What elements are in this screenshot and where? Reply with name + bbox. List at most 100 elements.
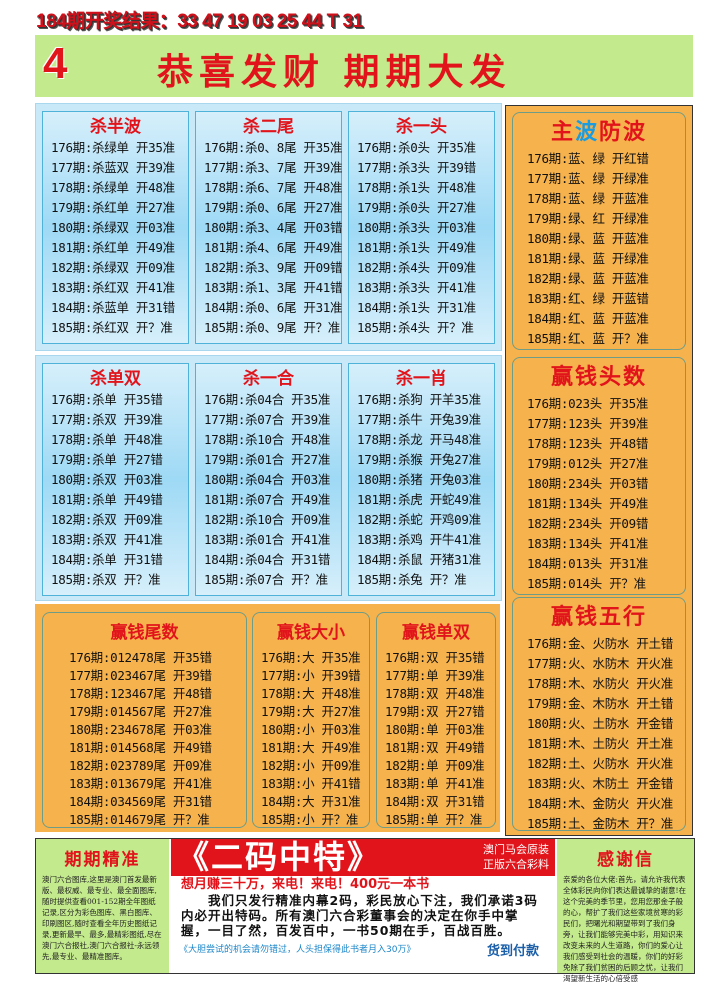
list-item: 182期:234头 开09错 [527,516,649,531]
list-item: 176期:杀0头 开35准 [357,140,476,155]
cash-on-delivery-label: 货到付款 [486,944,539,959]
win-size-panel: 赢钱大小 176期:大 开35准 177期:小 开39错 178期:大 开48准 179… [252,612,370,828]
list-item: 179期:金、木防水 开土错 [527,696,673,711]
right-column: 主波防波 176期:蓝、绿 开红错 177期:蓝、绿 开绿准 178期:蓝、绿 开蓝准… [505,105,693,836]
list-item: 183期:火、木防土 开金错 [527,776,673,791]
list-item: 183期:杀3头 开41准 [357,280,476,295]
list-item: 178期:杀10合 开48准 [204,432,331,447]
list-item: 185期:014头 开？准 [527,576,646,591]
list-item: 179期:杀0、6尾 开27准 [204,200,343,215]
list-item: 181期:杀1头 开49准 [357,240,476,255]
panel-title: 杀半波 [90,117,141,137]
list-item: 180期:杀3、4尾 开03错 [204,220,343,235]
ad-side-line2: 正版六合彩料 [483,858,549,871]
list-item: 176期:杀绿单 开35准 [51,140,175,155]
kill-panels-bottom: 杀单双 176期:杀单 开35错 177期:杀双 开39准 178期:杀单 开48准 1… [35,355,502,601]
list-item: 182期:土、火防水 开火准 [527,756,673,771]
win-tail-panel: 赢钱尾数 176期:012478尾 开35错 177期:023467尾 开39错 17… [42,612,247,828]
list-item: 185期:单 开？准 [385,812,483,827]
ad-side-line1: 澳门马会原装 [483,843,549,856]
thanks-letter-title: 感谢信 [597,850,654,870]
ad-red-line: 想月赚三十万，来电！来电！400元一本书 [181,877,430,892]
list-item: 185期:杀07合 开？准 [204,572,328,587]
list-item: 177期:杀07合 开39准 [204,412,331,427]
list-item: 184期:杀0、6尾 开31准 [204,300,343,315]
list-item: 182期:单 开09准 [385,758,485,773]
list-item: 182期:杀4头 开09准 [357,260,476,275]
list-item: 179期:双 开27错 [385,704,485,719]
list-item: 178期:杀1头 开48准 [357,180,476,195]
list-item: 185期:014679尾 开？准 [69,812,210,827]
list-item: 181期:杀虎 开蛇49准 [357,492,481,507]
list-item: 181期:杀4、6尾 开49准 [204,240,343,255]
list-item: 178期:123467尾 开48错 [69,686,212,701]
list-item: 176期:杀单 开35错 [51,392,163,407]
list-item: 184期:杀1头 开31准 [357,300,476,315]
list-item: 185期:土、金防木 开？准 [527,816,673,831]
list-item: 185期:小 开？准 [261,812,359,827]
list-item: 178期:杀龙 开马48准 [357,432,481,447]
draw-result-headline: 184期开奖结果：33 47 19 03 25 44 T 31 [36,11,363,32]
list-item: 183期:杀红双 开41准 [51,280,175,295]
precision-text: 澳门六合图库,这里是澳门首发最新版、最权威、最专业、最全面图库,随时提供查看00… [42,875,162,961]
list-item: 181期:杀红单 开49准 [51,240,175,255]
list-item: 180期:杀04合 开03准 [204,472,331,487]
list-item: 181期:木、土防火 开土准 [527,736,673,751]
list-item: 182期:绿、蓝 开蓝准 [527,271,649,286]
list-item: 181期:双 开49错 [385,740,485,755]
list-item: 179期:杀01合 开27准 [204,452,331,467]
list-item: 177期:023467尾 开39错 [69,668,212,683]
list-item: 184期:013头 开31准 [527,556,649,571]
list-item: 179期:杀红单 开27准 [51,200,175,215]
panel-title: 杀一肖 [396,369,447,389]
list-item: 183期:红、绿 开蓝错 [527,291,649,306]
list-item: 184期:双 开31错 [385,794,485,809]
list-item: 182期:小 开09准 [261,758,361,773]
list-item: 185期:红、蓝 开？准 [527,331,649,346]
kill-panel: 杀二尾 176期:杀0、8尾 开35准 177期:杀3、7尾 开39准 178期:杀6… [195,111,343,344]
list-item: 179期:绿、红 开绿准 [527,211,649,226]
panel-title: 主波防波 [513,113,685,149]
list-item: 180期:234678尾 开03准 [69,722,212,737]
list-item: 184期:红、蓝 开蓝准 [527,311,649,326]
list-item: 180期:杀3头 开03准 [357,220,476,235]
list-item: 177期:杀双 开39准 [51,412,163,427]
panel-title: 赢钱单双 [402,623,470,643]
list-item: 178期:蓝、绿 开蓝准 [527,191,649,206]
list-item: 184期:杀04合 开31错 [204,552,331,567]
bottom-section: 期期精准 澳门六合图库,这里是澳门首发最新版、最权威、最专业、最全面图库,随时提… [35,838,695,983]
win-five-elements-panel: 赢钱五行 176期:金、火防水 开土错 177期:火、水防木 开火准 178期:木、水… [512,597,686,831]
list-item: 185期:杀兔 开？准 [357,572,467,587]
kill-panel: 杀单双 176期:杀单 开35错 177期:杀双 开39准 178期:杀单 开48准 1… [42,363,189,596]
list-item: 184期:034569尾 开31错 [69,794,212,809]
list-item: 181期:绿、蓝 开绿准 [527,251,649,266]
list-item: 178期:杀6、7尾 开48准 [204,180,343,195]
list-item: 179期:杀猴 开兔27准 [357,452,481,467]
list-item: 178期:大 开48准 [261,686,361,701]
list-item: 176期:杀04合 开35准 [204,392,331,407]
list-item: 182期:杀蛇 开鸡09准 [357,512,481,527]
panel-title: 赢钱尾数 [110,623,179,643]
list-item: 183期:单 开41准 [385,776,485,791]
list-item: 185期:杀4头 开？准 [357,320,474,335]
panel-title: 杀一合 [243,369,294,389]
list-item: 176期:金、火防水 开土错 [527,636,673,651]
list-item: 180期:杀绿双 开03准 [51,220,175,235]
list-item: 177期:小 开39错 [261,668,361,683]
title-part: 防波 [599,120,648,145]
list-item: 177期:杀3、7尾 开39准 [204,160,343,175]
kill-panel: 杀一合 176期:杀04合 开35准 177期:杀07合 开39准 178期:杀10合… [195,363,342,596]
list-item: 182期:杀3、9尾 开09错 [204,260,343,275]
win-odd-even-panel: 赢钱单双 176期:双 开35错 177期:单 开39准 178期:双 开48准 179… [376,612,496,828]
list-item: 180期:火、土防水 开金错 [527,716,673,731]
precision-title: 期期精准 [64,850,141,870]
list-item: 177期:蓝、绿 开绿准 [527,171,649,186]
list-item: 180期:234头 开03错 [527,476,649,491]
list-item: 181期:大 开49准 [261,740,361,755]
list-item: 180期:绿、蓝 开蓝准 [527,231,649,246]
list-item: 181期:134头 开49准 [527,496,649,511]
panel-title: 杀单双 [90,369,141,389]
panel-title: 杀一头 [396,117,447,137]
win-panels-bottom: 赢钱尾数 176期:012478尾 开35错 177期:023467尾 开39错 17… [35,604,500,832]
list-item: 177期:杀3头 开39错 [357,160,476,175]
